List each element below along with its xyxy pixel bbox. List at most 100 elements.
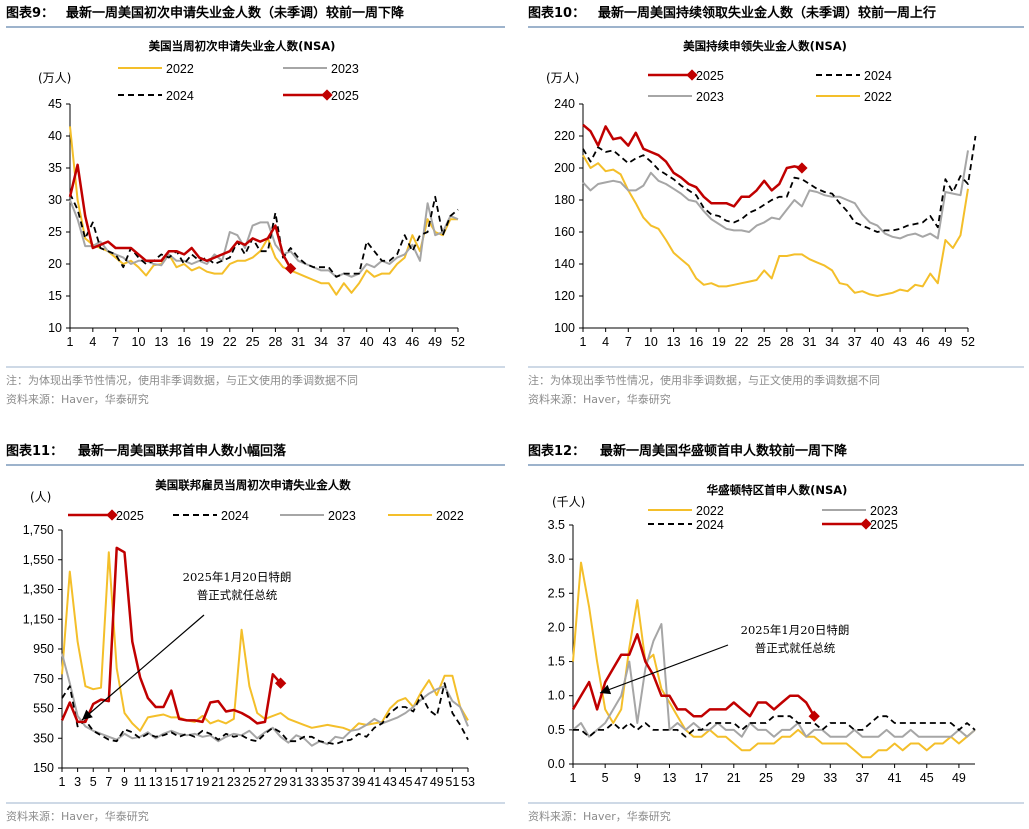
unit-label: (万人) <box>38 71 71 85</box>
legend-label-2024: 2024 <box>221 509 249 523</box>
chart-dc-claims: 0.0 0.5 1.0 1.5 2.0 2.5 3.0 3.5 1 5 9 13 17 21 25 29 33 3… <box>548 504 976 785</box>
figure-panel-10: 图表10： 最新一周美国持续领取失业金人数（未季调）较前一周上行 美国持续申领失… <box>528 5 1024 406</box>
y-tick-label: 2.0 <box>548 620 565 634</box>
x-tick-label: 5 <box>90 775 97 789</box>
x-tick-label: 13 <box>667 335 681 349</box>
x-tick-label: 13 <box>663 771 677 785</box>
y-tick-label: 40 <box>48 129 62 143</box>
x-tick-label: 52 <box>961 335 975 349</box>
legend-label-2025: 2025 <box>331 89 359 103</box>
series-line-2025 <box>68 163 292 270</box>
x-tick-label: 15 <box>164 775 178 789</box>
x-tick-label: 1 <box>580 335 587 349</box>
y-tick-label: 35 <box>48 161 62 175</box>
chart-title: 美国当周初次申请失业金人数(NSA) <box>149 39 336 53</box>
legend-label-2023: 2023 <box>870 504 898 518</box>
y-tick-label: 220 <box>554 129 575 143</box>
x-tick-label: 40 <box>870 335 884 349</box>
series-line-2024 <box>582 135 977 233</box>
series-line-2023 <box>582 150 969 240</box>
figure-label: 图表9： <box>6 5 54 21</box>
x-tick-label: 28 <box>268 335 282 349</box>
y-tick-label: 180 <box>554 193 575 207</box>
unit-label: (千人) <box>552 495 585 509</box>
x-tick-label: 37 <box>336 775 350 789</box>
source-text: 资料来源：Haver，华泰研究 <box>6 809 149 823</box>
y-tick-label: 120 <box>554 289 575 303</box>
x-tick-label: 46 <box>405 335 419 349</box>
series-line-2022 <box>582 154 969 297</box>
x-tick-label: 41 <box>367 775 381 789</box>
x-tick-label: 1 <box>59 775 66 789</box>
chart-continuing-claims: 100 120 140 160 180 200 220 240 1 4 7 10 13 16 19 22 25 2… <box>554 69 977 349</box>
x-tick-label: 35 <box>321 775 335 789</box>
y-tick-label: 1,150 <box>23 612 54 626</box>
x-tick-label: 31 <box>803 335 817 349</box>
x-tick-label: 41 <box>888 771 902 785</box>
x-tick-label: 17 <box>180 775 194 789</box>
note-text: 注：为体现出季节性情况，使用非季调数据，与正文使用的季调数据不同 <box>528 373 880 387</box>
legend-label-2024: 2024 <box>696 518 724 532</box>
x-tick-label: 7 <box>625 335 632 349</box>
x-tick-label: 21 <box>211 775 225 789</box>
x-tick-label: 31 <box>289 775 303 789</box>
series-line-2024 <box>69 193 459 278</box>
x-tick-label: 34 <box>825 335 839 349</box>
x-tick-label: 16 <box>177 335 191 349</box>
y-tick-label: 1.0 <box>548 689 565 703</box>
x-tick-label: 49 <box>428 335 442 349</box>
x-tick-label: 49 <box>938 335 952 349</box>
y-tick-label: 0.5 <box>548 723 565 737</box>
x-tick-label: 25 <box>757 335 771 349</box>
x-tick-label: 19 <box>712 335 726 349</box>
x-tick-label: 4 <box>89 335 96 349</box>
y-tick-label: 100 <box>554 321 575 335</box>
series-line-2025 <box>582 123 803 208</box>
figure-title: 最新一周美国初次申请失业金人数（未季调）较前一周下降 <box>66 5 405 21</box>
x-tick-label: 45 <box>399 775 413 789</box>
series-line-2024 <box>573 715 976 738</box>
x-tick-label: 9 <box>634 771 641 785</box>
y-tick-label: 950 <box>33 642 54 656</box>
series-line-2023 <box>69 199 459 278</box>
x-tick-label: 51 <box>445 775 459 789</box>
x-tick-label: 28 <box>780 335 794 349</box>
series-line-2024 <box>61 682 469 746</box>
source-text: 资料来源：Haver，华泰研究 <box>528 809 671 823</box>
series-line-2025 <box>60 546 282 725</box>
unit-label: (人) <box>30 490 51 504</box>
chart-title: 美国联邦雇员当周初次申请失业金人数 <box>155 478 351 492</box>
x-tick-label: 19 <box>200 335 214 349</box>
x-tick-label: 4 <box>602 335 609 349</box>
figure-label: 图表12： <box>528 443 585 459</box>
series-last-point-2025 <box>274 677 287 689</box>
x-tick-label: 43 <box>383 775 397 789</box>
x-tick-label: 9 <box>121 775 128 789</box>
y-tick-label: 25 <box>48 225 62 239</box>
note-text: 注：为体现出季节性情况，使用非季调数据，与正文使用的季调数据不同 <box>6 373 358 387</box>
figure-title: 最新一周美国联邦首申人数小幅回落 <box>78 443 287 459</box>
figure-panel-9: 图表9： 最新一周美国初次申请失业金人数（未季调）较前一周下降 美国当周初次申请… <box>6 5 505 406</box>
x-tick-label: 25 <box>242 775 256 789</box>
legend-label-2022: 2022 <box>436 509 464 523</box>
y-tick-label: 20 <box>48 257 62 271</box>
legend-label-2023: 2023 <box>328 509 356 523</box>
x-tick-label: 23 <box>227 775 241 789</box>
x-tick-label: 7 <box>105 775 112 789</box>
y-tick-label: 30 <box>48 193 62 207</box>
x-tick-label: 43 <box>893 335 907 349</box>
x-tick-label: 37 <box>848 335 862 349</box>
x-tick-label: 27 <box>258 775 272 789</box>
x-tick-label: 10 <box>132 335 146 349</box>
x-tick-label: 34 <box>314 335 328 349</box>
x-tick-label: 25 <box>759 771 773 785</box>
legend-label-2022: 2022 <box>696 504 724 518</box>
x-tick-label: 29 <box>791 771 805 785</box>
x-tick-label: 22 <box>223 335 237 349</box>
y-tick-label: 550 <box>33 702 54 716</box>
x-tick-label: 1 <box>570 771 577 785</box>
y-tick-label: 1,750 <box>23 523 54 537</box>
